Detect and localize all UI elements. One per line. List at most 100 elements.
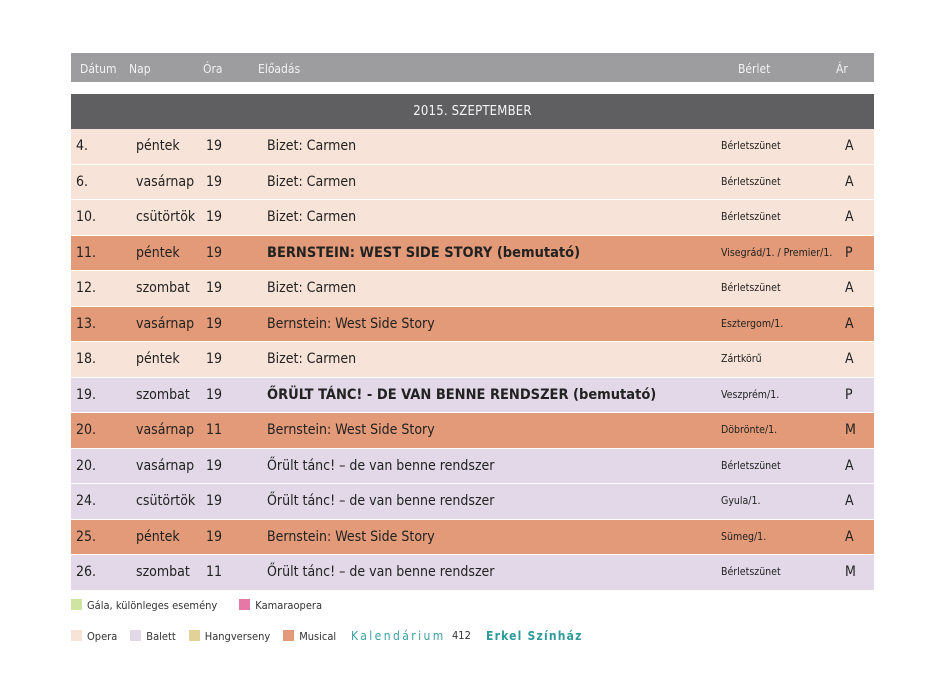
- legend-label: Balett: [146, 630, 175, 643]
- program-table: Dátum Nap Óra Előadás Bérlet Ár 2015. SZ…: [71, 53, 874, 591]
- legend-item: Balett: [130, 630, 175, 643]
- row-season: Veszprém/1.: [721, 389, 779, 401]
- page-number: 412: [452, 629, 471, 642]
- row-title: Bernstein: West Side Story: [267, 422, 435, 438]
- row-day: szombat: [136, 280, 190, 296]
- legend-top: Gála, különleges esemény Kamaraopera: [71, 599, 335, 612]
- table-row: 18. péntek 19 Bizet: Carmen Zártkörű A: [71, 342, 874, 378]
- legend-label: Gála, különleges esemény: [87, 599, 217, 612]
- row-price: A: [845, 209, 854, 225]
- row-price: P: [845, 387, 853, 403]
- table-row: 13. vasárnap 19 Bernstein: West Side Story E…: [71, 307, 874, 343]
- row-hour: 19: [206, 280, 222, 296]
- legend-swatch: [283, 630, 294, 641]
- row-day: péntek: [136, 529, 180, 545]
- row-title: Bizet: Carmen: [267, 209, 356, 225]
- legend-swatch: [71, 599, 82, 610]
- row-hour: 19: [206, 493, 222, 509]
- row-date: 20.: [76, 422, 96, 438]
- row-price: A: [845, 174, 854, 190]
- row-day: vasárnap: [136, 316, 194, 332]
- row-hour: 19: [206, 316, 222, 332]
- row-date: 18.: [76, 351, 96, 367]
- legend-label: Kamaraopera: [255, 599, 322, 612]
- row-hour: 19: [206, 458, 222, 474]
- row-price: M: [845, 422, 856, 438]
- legend-item: Kamaraopera: [239, 599, 322, 612]
- row-day: csütörtök: [136, 209, 195, 225]
- row-day: szombat: [136, 387, 190, 403]
- row-day: péntek: [136, 138, 180, 154]
- row-title: Bernstein: West Side Story: [267, 529, 435, 545]
- legend-swatch: [71, 630, 82, 641]
- row-title: ŐRÜLT TÁNC! - DE VAN BENNE RENDSZER (bem…: [267, 387, 656, 403]
- row-hour: 19: [206, 245, 222, 261]
- row-price: A: [845, 529, 854, 545]
- table-row: 10. csütörtök 19 Bizet: Carmen Bérletszünet A: [71, 200, 874, 236]
- legend-label: Opera: [87, 630, 117, 643]
- table-row: 25. péntek 19 Bernstein: West Side Story Süm…: [71, 520, 874, 556]
- row-day: vasárnap: [136, 174, 194, 190]
- row-day: péntek: [136, 245, 180, 261]
- row-date: 4.: [76, 138, 88, 154]
- table-row: 26. szombat 11 Őrült tánc! – de van benne r…: [71, 555, 874, 591]
- row-date: 12.: [76, 280, 96, 296]
- row-title: Bernstein: West Side Story: [267, 316, 435, 332]
- legend-item: Gála, különleges esemény: [71, 599, 217, 612]
- header-title: Előadás: [258, 62, 300, 76]
- legend-bottom: Opera Balett Hangverseny Musical: [71, 630, 349, 643]
- row-title: Őrült tánc! – de van benne rendszer: [267, 493, 494, 509]
- row-hour: 11: [206, 422, 222, 438]
- row-day: csütörtök: [136, 493, 195, 509]
- legend-swatch: [189, 630, 200, 641]
- row-price: M: [845, 564, 856, 580]
- row-day: vasárnap: [136, 422, 194, 438]
- header-price: Ár: [836, 62, 848, 76]
- row-season: Bérletszünet: [721, 211, 781, 223]
- month-heading: 2015. SZEPTEMBER: [71, 94, 874, 129]
- legend-swatch: [239, 599, 250, 610]
- row-date: 10.: [76, 209, 96, 225]
- row-date: 11.: [76, 245, 96, 261]
- row-title: Bizet: Carmen: [267, 138, 356, 154]
- row-hour: 19: [206, 387, 222, 403]
- row-hour: 19: [206, 351, 222, 367]
- legend-label: Musical: [299, 630, 336, 643]
- row-price: P: [845, 245, 853, 261]
- header-date: Dátum: [80, 62, 117, 76]
- row-price: A: [845, 280, 854, 296]
- row-date: 24.: [76, 493, 96, 509]
- row-season: Bérletszünet: [721, 460, 781, 472]
- header-hour: Óra: [203, 62, 223, 76]
- row-season: Gyula/1.: [721, 495, 761, 507]
- row-title: BERNSTEIN: WEST SIDE STORY (bemutató): [267, 245, 580, 261]
- table-row: 11. péntek 19 BERNSTEIN: WEST SIDE STORY (b…: [71, 236, 874, 272]
- row-price: A: [845, 493, 854, 509]
- row-season: Bérletszünet: [721, 282, 781, 294]
- row-season: Bérletszünet: [721, 176, 781, 188]
- header-day: Nap: [129, 62, 151, 76]
- legend-item: Opera: [71, 630, 117, 643]
- row-title: Őrült tánc! – de van benne rendszer: [267, 458, 494, 474]
- table-row: 24. csütörtök 19 Őrült tánc! – de van benne…: [71, 484, 874, 520]
- row-date: 26.: [76, 564, 96, 580]
- row-title: Bizet: Carmen: [267, 174, 356, 190]
- row-season: Sümeg/1.: [721, 531, 766, 543]
- table-row: 12. szombat 19 Bizet: Carmen Bérletszünet A: [71, 271, 874, 307]
- header-season: Bérlet: [738, 62, 770, 76]
- row-season: Bérletszünet: [721, 566, 781, 578]
- table-body: 4. péntek 19 Bizet: Carmen Bérletszünet A 6. va…: [71, 129, 874, 591]
- row-price: A: [845, 316, 854, 332]
- row-season: Zártkörű: [721, 353, 762, 365]
- row-season: Döbrönte/1.: [721, 424, 777, 436]
- row-hour: 19: [206, 209, 222, 225]
- row-title: Őrült tánc! – de van benne rendszer: [267, 564, 494, 580]
- legend-swatch: [130, 630, 141, 641]
- footer-theatre: Erkel Színház: [486, 629, 583, 643]
- row-day: péntek: [136, 351, 180, 367]
- table-header: Dátum Nap Óra Előadás Bérlet Ár: [71, 53, 874, 82]
- row-day: szombat: [136, 564, 190, 580]
- legend-item: Hangverseny: [189, 630, 270, 643]
- row-title: Bizet: Carmen: [267, 351, 356, 367]
- row-date: 6.: [76, 174, 88, 190]
